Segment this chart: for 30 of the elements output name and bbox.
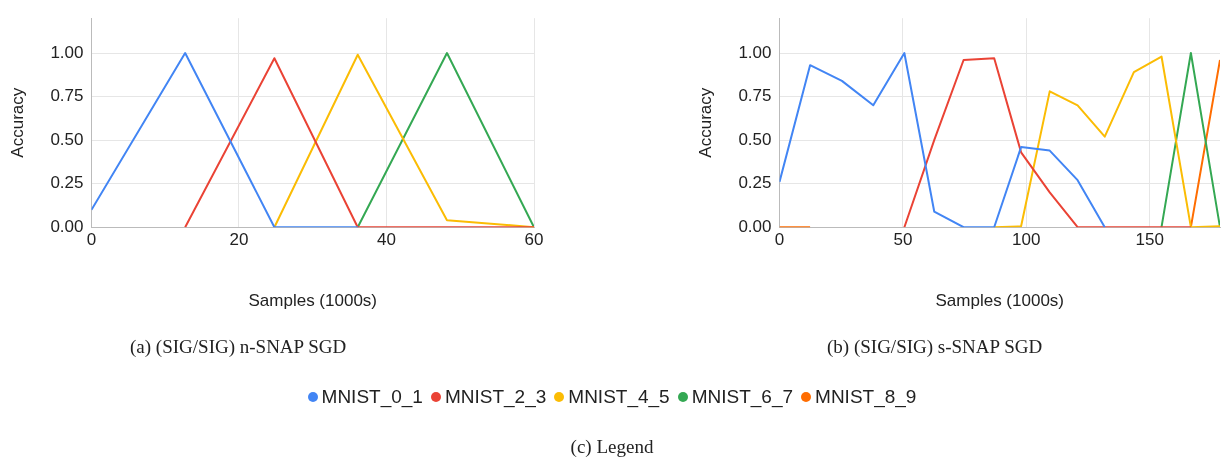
x-tick-label: 0 [86, 230, 97, 250]
x-tick-label: 40 [377, 230, 396, 250]
y-tick-label: 1.00 [738, 42, 772, 62]
x-tick-label: 60 [524, 230, 544, 250]
legend-label: MNIST_0_1 [321, 386, 423, 408]
x-tick-label: 20 [229, 230, 249, 250]
legend-label: MNIST_8_9 [815, 386, 917, 408]
y-axis-title: Accuracy [695, 87, 715, 158]
x-axis-title: Samples (1000s) [248, 291, 377, 311]
x-tick-label: 0 [774, 230, 785, 250]
y-tick-label: 0.75 [50, 86, 84, 106]
legend-label: MNIST_6_7 [691, 386, 794, 408]
text: (c) Legend [569, 436, 655, 458]
y-tick-label: 1.00 [50, 42, 84, 62]
x-tick-label: 50 [893, 230, 913, 250]
x-tick-label: 100 [1012, 230, 1041, 250]
y-tick-label: 0.00 [738, 216, 772, 236]
y-tick-label: 0.75 [738, 86, 772, 106]
text: (a) (SIG/SIG) n-SNAP SGD [130, 336, 347, 358]
y-axis-title: Accuracy [7, 87, 27, 158]
y-tick-label: 0.25 [738, 173, 772, 193]
x-axis-title: Samples (1000s) [935, 291, 1064, 311]
y-tick-label: 0.00 [50, 216, 84, 236]
legend-label: MNIST_4_5 [568, 386, 670, 408]
x-tick-label: 150 [1135, 230, 1164, 250]
y-tick-label: 0.50 [738, 129, 772, 149]
y-tick-label: 0.25 [50, 173, 84, 193]
text: (b) (SIG/SIG) s-SNAP SGD [827, 336, 1043, 358]
y-tick-label: 0.50 [50, 129, 84, 149]
legend-label: MNIST_2_3 [444, 386, 547, 408]
